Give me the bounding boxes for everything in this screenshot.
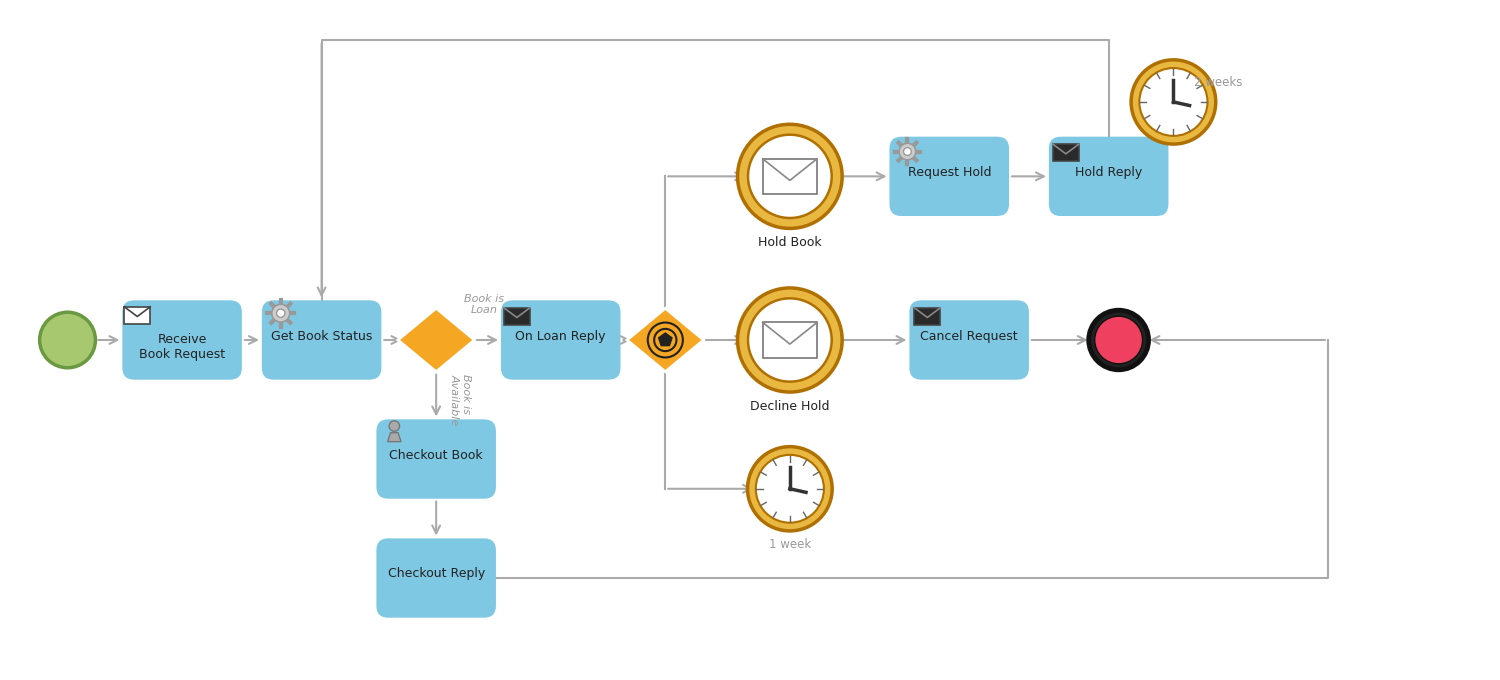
Text: Checkout Reply: Checkout Reply <box>387 566 484 579</box>
FancyBboxPatch shape <box>262 301 381 379</box>
FancyBboxPatch shape <box>909 301 1029 379</box>
Bar <box>124 307 150 324</box>
Bar <box>1053 144 1078 161</box>
Polygon shape <box>398 308 474 372</box>
FancyBboxPatch shape <box>501 301 621 379</box>
Ellipse shape <box>748 135 831 218</box>
Text: Cancel Request: Cancel Request <box>921 330 1019 343</box>
Circle shape <box>1131 60 1215 144</box>
Circle shape <box>747 447 833 531</box>
Text: Request Hold: Request Hold <box>908 167 992 180</box>
Bar <box>504 308 530 324</box>
Ellipse shape <box>738 288 842 392</box>
Text: Checkout Book: Checkout Book <box>390 449 483 462</box>
FancyBboxPatch shape <box>890 137 1010 216</box>
FancyBboxPatch shape <box>376 539 496 617</box>
Circle shape <box>756 455 824 523</box>
Text: 2 weeks: 2 weeks <box>1194 75 1242 88</box>
Text: Book is
Loan: Book is Loan <box>464 294 504 316</box>
Circle shape <box>903 148 912 156</box>
Circle shape <box>1140 68 1208 136</box>
Text: Get Book Status: Get Book Status <box>272 330 372 343</box>
FancyBboxPatch shape <box>376 420 496 498</box>
Bar <box>762 322 818 358</box>
Circle shape <box>272 304 290 322</box>
Text: 1 week: 1 week <box>768 539 812 551</box>
Bar <box>762 158 818 194</box>
Text: On Loan Reply: On Loan Reply <box>516 330 606 343</box>
Circle shape <box>276 309 285 318</box>
FancyBboxPatch shape <box>1048 137 1168 216</box>
Text: Hold Reply: Hold Reply <box>1076 167 1143 180</box>
Ellipse shape <box>738 124 842 228</box>
Text: Decline Hold: Decline Hold <box>750 400 830 413</box>
Text: Book is
Available: Book is Available <box>448 374 471 425</box>
Circle shape <box>388 421 399 431</box>
Circle shape <box>1089 310 1149 370</box>
Circle shape <box>39 312 96 368</box>
Polygon shape <box>627 308 704 372</box>
Polygon shape <box>387 432 400 442</box>
Polygon shape <box>658 333 672 345</box>
Text: Receive
Book Request: Receive Book Request <box>140 333 225 361</box>
Circle shape <box>898 143 916 160</box>
Ellipse shape <box>748 299 831 381</box>
Bar <box>915 308 940 324</box>
Text: Hold Book: Hold Book <box>758 236 822 249</box>
FancyBboxPatch shape <box>123 301 242 379</box>
Circle shape <box>1095 316 1143 364</box>
